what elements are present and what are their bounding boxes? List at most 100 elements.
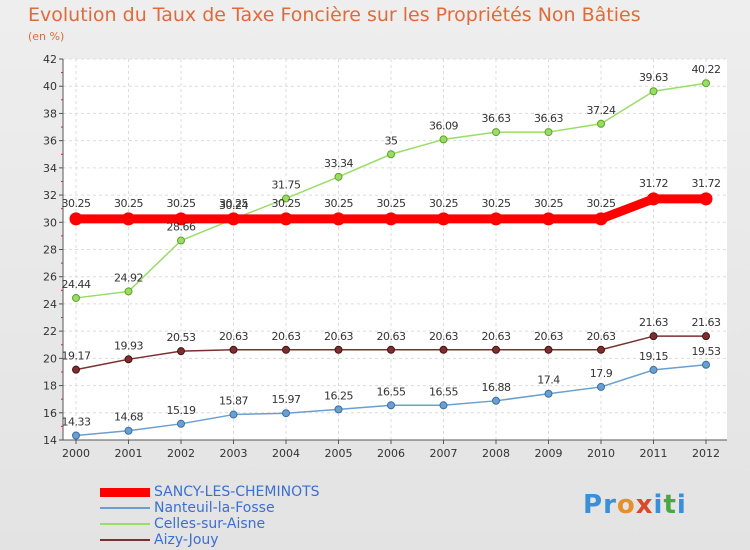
data-point xyxy=(649,332,658,341)
data-point xyxy=(387,345,395,354)
data-label: 30.24 xyxy=(219,199,248,212)
x-tick-label: 2010 xyxy=(587,447,615,460)
data-point xyxy=(492,345,500,354)
legend: SANCY-LES-CHEMINOTS Nanteuil-la-Fosse Ce… xyxy=(100,484,320,548)
data-label: 19.17 xyxy=(62,350,91,363)
data-label: 39.63 xyxy=(639,71,668,84)
y-tick-label: 36 xyxy=(43,135,57,148)
data-point xyxy=(702,332,710,341)
chart-title: Evolution du Taux de Taxe Foncière sur l… xyxy=(28,4,641,26)
data-point xyxy=(492,396,500,405)
data-point xyxy=(544,389,553,398)
legend-swatch xyxy=(100,523,150,525)
data-label: 16.55 xyxy=(377,385,406,398)
data-label: 14.68 xyxy=(114,411,143,424)
data-point xyxy=(122,212,135,226)
logo-letter: P xyxy=(583,490,604,520)
x-tick-label: 2005 xyxy=(325,447,353,460)
data-point xyxy=(384,212,398,226)
data-label: 16.55 xyxy=(429,385,458,398)
data-label: 21.63 xyxy=(692,316,721,329)
data-point xyxy=(699,192,713,206)
x-tick-label: 2007 xyxy=(430,447,458,460)
data-label: 30.25 xyxy=(482,197,511,210)
logo-letter: x xyxy=(635,490,654,520)
data-label: 24.44 xyxy=(62,278,91,291)
data-label: 15.19 xyxy=(167,404,196,417)
data-point xyxy=(72,431,80,440)
logo-letter: t xyxy=(663,490,677,520)
data-point xyxy=(334,345,343,354)
legend-item-celles: Celles-sur-Aisne xyxy=(100,516,320,532)
data-label: 30.25 xyxy=(429,197,458,210)
data-point xyxy=(124,426,133,435)
data-label: 20.63 xyxy=(534,330,563,343)
data-label: 14.33 xyxy=(62,416,91,429)
data-label: 31.72 xyxy=(692,177,721,190)
data-point xyxy=(282,194,290,203)
data-label: 19.53 xyxy=(692,345,721,358)
data-point xyxy=(279,212,293,226)
data-label: 30.25 xyxy=(114,197,143,210)
y-tick-label: 28 xyxy=(43,244,57,257)
data-label: 17.4 xyxy=(537,374,560,387)
data-label: 31.75 xyxy=(272,178,301,191)
y-tick-label: 24 xyxy=(43,298,57,311)
data-point xyxy=(702,79,710,88)
data-label: 20.63 xyxy=(272,330,301,343)
x-tick-label: 2000 xyxy=(62,447,90,460)
data-point xyxy=(437,212,450,226)
data-label: 30.25 xyxy=(377,197,406,210)
y-tick-label: 30 xyxy=(43,216,57,229)
logo-letter: i xyxy=(653,490,664,520)
x-tick-label: 2004 xyxy=(272,447,300,460)
data-point xyxy=(229,410,238,419)
data-label: 20.63 xyxy=(482,330,511,343)
y-tick-label: 22 xyxy=(43,325,57,338)
data-label: 33.34 xyxy=(324,157,353,170)
data-point xyxy=(439,401,448,410)
data-point xyxy=(542,212,555,226)
data-label: 35 xyxy=(385,134,398,147)
data-label: 37.24 xyxy=(587,104,616,117)
x-tick-label: 2008 xyxy=(482,447,510,460)
legend-item-sancy: SANCY-LES-CHEMINOTS xyxy=(100,484,320,500)
data-point xyxy=(72,293,80,302)
legend-label: Aizy-Jouy xyxy=(154,532,219,548)
data-label: 20.63 xyxy=(377,330,406,343)
data-point xyxy=(229,345,238,354)
data-point xyxy=(72,365,80,374)
logo-letter: o xyxy=(616,490,636,520)
data-point xyxy=(124,355,133,364)
data-label: 30.25 xyxy=(62,197,91,210)
y-tick-label: 34 xyxy=(43,162,57,175)
x-tick-label: 2001 xyxy=(115,447,143,460)
data-point xyxy=(124,287,133,296)
x-tick-label: 2011 xyxy=(640,447,668,460)
data-point xyxy=(334,172,343,181)
data-point xyxy=(597,345,605,354)
y-tick-label: 14 xyxy=(43,434,57,447)
x-tick-label: 2002 xyxy=(167,447,195,460)
legend-label: Celles-sur-Aisne xyxy=(154,516,266,532)
y-tick-label: 20 xyxy=(43,352,57,365)
data-point xyxy=(594,212,608,226)
y-axis-unit: (en %) xyxy=(28,30,65,43)
data-label: 19.93 xyxy=(114,339,143,352)
data-label: 20.63 xyxy=(219,330,248,343)
data-label: 30.25 xyxy=(272,197,301,210)
data-label: 17.9 xyxy=(590,367,613,380)
y-tick-label: 26 xyxy=(43,271,57,284)
data-label: 36.63 xyxy=(534,112,563,125)
data-point xyxy=(332,212,345,226)
data-point xyxy=(227,212,240,226)
data-label: 30.25 xyxy=(167,197,196,210)
data-point xyxy=(544,128,553,137)
x-tick-label: 2009 xyxy=(535,447,563,460)
data-point xyxy=(387,401,395,410)
data-point xyxy=(649,365,658,374)
data-point xyxy=(544,345,553,354)
data-label: 19.15 xyxy=(639,350,668,363)
data-point xyxy=(597,382,605,391)
x-tick-label: 2012 xyxy=(692,447,720,460)
